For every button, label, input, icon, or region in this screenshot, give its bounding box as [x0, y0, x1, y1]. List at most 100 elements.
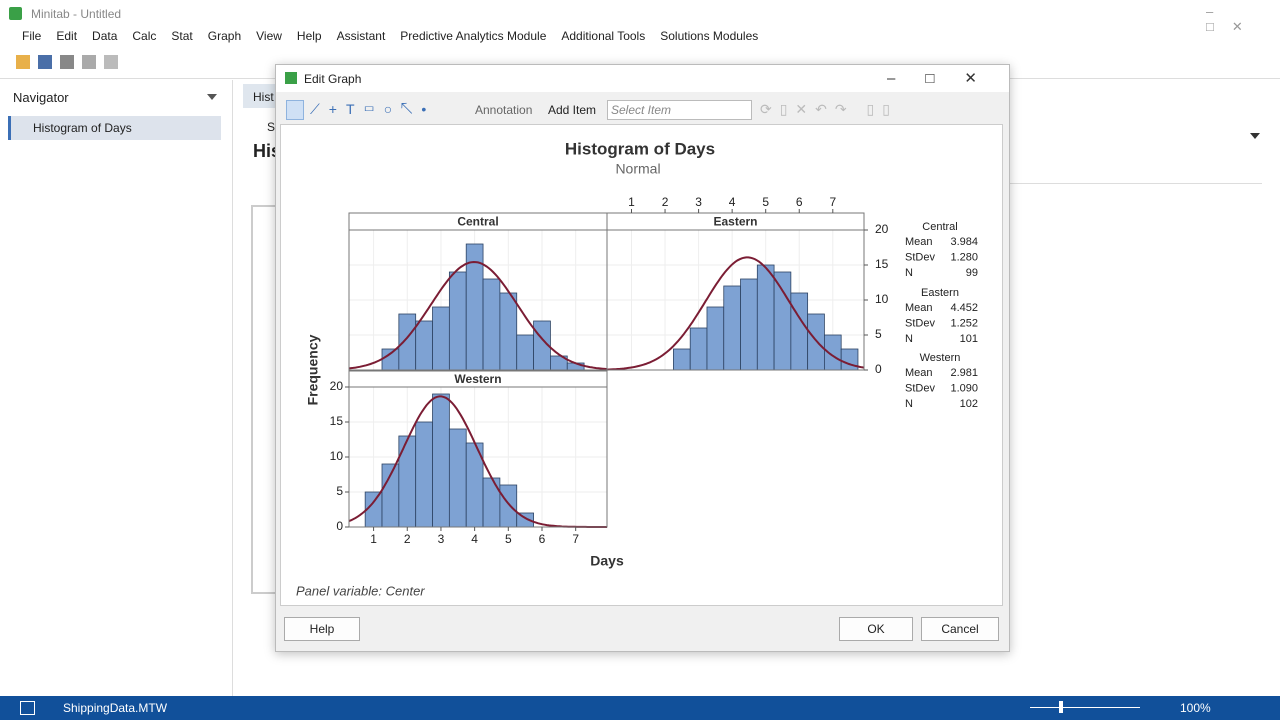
zoom-slider[interactable] — [1030, 707, 1140, 708]
menu-item[interactable]: Data — [92, 29, 118, 43]
x-tick-label: 6 — [539, 532, 546, 546]
select-item-box[interactable] — [607, 100, 752, 120]
menu-item[interactable]: View — [256, 29, 282, 43]
menu-item[interactable]: Help — [296, 29, 322, 43]
zoom-thumb[interactable] — [1059, 701, 1063, 713]
y-tick-label: 0 — [336, 519, 343, 533]
bar — [482, 477, 501, 528]
x-tick-label: 4 — [729, 195, 736, 209]
bar — [673, 348, 691, 371]
stats-value: 4.452 — [950, 302, 978, 314]
menu-bar: File Edit Data Calc Stat Graph View Help Assista… — [22, 29, 758, 43]
bar — [448, 271, 467, 371]
cut-icon[interactable] — [82, 55, 96, 69]
stats-value: 102 — [960, 398, 978, 410]
help-button[interactable]: Help — [284, 617, 360, 641]
annotation-menu[interactable]: Annotation — [475, 103, 533, 117]
cancel-button[interactable]: Cancel — [921, 617, 999, 641]
x-tick-label: 6 — [796, 195, 803, 209]
window-title: Minitab - Untitled — [31, 7, 122, 21]
fit-curve — [348, 260, 608, 371]
menu-item[interactable]: Solutions Modules — [660, 29, 759, 43]
x-tick-label: 3 — [438, 532, 445, 546]
stats-value: 99 — [966, 267, 978, 279]
window-controls[interactable]: –□✕ — [1206, 4, 1261, 34]
dropdown-arrow[interactable] — [1250, 133, 1260, 144]
stats-value: 1.090 — [950, 382, 978, 394]
fit-curve — [606, 256, 865, 371]
x-tick-label: 4 — [471, 532, 478, 546]
bar — [415, 320, 433, 371]
navigator-item[interactable] — [8, 116, 221, 140]
bar — [723, 285, 741, 371]
select-item-placeholder[interactable]: Select Item — [611, 103, 672, 117]
x-tick-label: 7 — [829, 195, 836, 209]
y-tick-label: 5 — [336, 484, 343, 498]
chart-title: Histogram of Days — [565, 139, 715, 158]
bar — [689, 327, 708, 371]
stats-label: StDev — [905, 317, 935, 329]
print-icon[interactable] — [60, 55, 74, 69]
chart-subtitle: Normal — [615, 161, 660, 177]
y-tick-label: 15 — [330, 414, 344, 428]
separator — [1010, 183, 1262, 184]
menu-item[interactable]: Predictive Analytics Module — [400, 29, 547, 43]
stats-value: 1.280 — [950, 251, 978, 263]
bar — [432, 306, 450, 371]
bar — [448, 428, 467, 528]
y-tick-label: 15 — [875, 257, 889, 271]
dialog-controls[interactable]: –□✕ — [887, 70, 1007, 87]
y-axis-label: Frequency — [305, 334, 321, 405]
menu-item[interactable]: Stat — [171, 29, 193, 43]
x-tick-label: 2 — [404, 532, 411, 546]
bar — [432, 393, 450, 528]
panel-name: Central — [457, 215, 498, 229]
x-tick-label: 2 — [662, 195, 669, 209]
edit-tools[interactable]: ⟳▯✕↶↷ ▯▯ — [760, 101, 898, 117]
dialog-title: Edit Graph — [304, 72, 362, 86]
x-tick-label: 7 — [572, 532, 579, 546]
panel-toggle[interactable] — [20, 701, 35, 715]
stats-label: Mean — [905, 236, 933, 248]
open-icon[interactable] — [16, 55, 30, 69]
menu-item[interactable]: Additional Tools — [561, 29, 646, 43]
save-icon[interactable] — [38, 55, 52, 69]
stats-header: Eastern — [921, 287, 959, 299]
menu-item[interactable]: File — [22, 29, 42, 43]
output-sub: St — [267, 120, 279, 134]
dialog-icon — [285, 72, 297, 84]
draw-tools[interactable]: ⟋+T▭○↖• — [310, 101, 436, 117]
bar — [740, 278, 758, 371]
panel-name: Western — [454, 372, 501, 386]
bar — [398, 313, 417, 371]
select-tool[interactable] — [286, 100, 304, 120]
bar — [415, 421, 433, 528]
bar — [516, 334, 534, 371]
stats-value: 1.252 — [950, 317, 978, 329]
y-tick-label: 5 — [875, 327, 882, 341]
x-tick-label: 1 — [370, 532, 377, 546]
add-item-menu[interactable]: Add Item — [548, 103, 597, 117]
y-tick-label: 20 — [875, 222, 889, 236]
output-tab-label[interactable]: Hist — [253, 90, 274, 104]
output-heading: His — [253, 141, 282, 161]
x-tick-label: 5 — [762, 195, 769, 209]
menu-item[interactable]: Graph — [207, 29, 242, 43]
menu-item[interactable]: Edit — [56, 29, 78, 43]
menu-item[interactable]: Calc — [132, 29, 157, 43]
ok-button[interactable]: OK — [839, 617, 913, 641]
menu-item[interactable]: Assistant — [336, 29, 386, 43]
navigator-item-label[interactable]: Histogram of Days — [33, 121, 132, 135]
dropdown-arrow[interactable] — [207, 94, 217, 105]
bar — [499, 292, 518, 371]
bar — [482, 278, 501, 371]
copy-icon[interactable] — [104, 55, 118, 69]
status-file: ShippingData.MTW — [63, 701, 168, 715]
bar — [381, 348, 400, 371]
bar — [499, 484, 518, 528]
toolbar — [16, 55, 118, 69]
app-icon — [9, 7, 22, 20]
bar — [790, 292, 809, 371]
stats-value: 2.981 — [950, 367, 978, 379]
